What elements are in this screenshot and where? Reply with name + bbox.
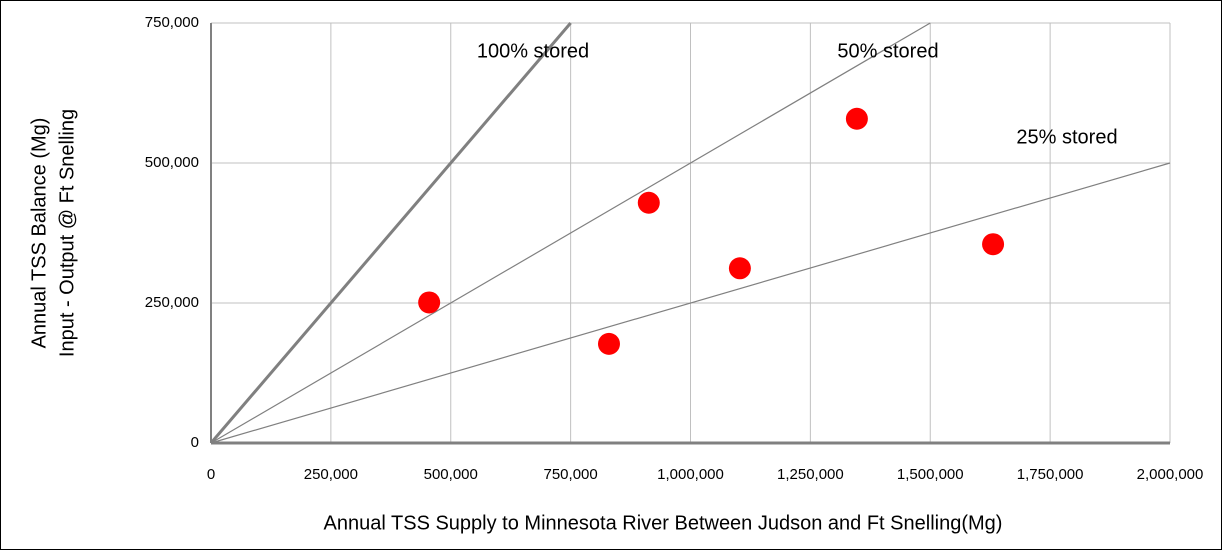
data-point (845, 107, 868, 130)
x-tick-label: 1,750,000 (1017, 466, 1084, 483)
data-point (418, 291, 441, 314)
y-axis-title: Input - Output @ Ft Snelling (56, 109, 78, 357)
y-tick-label: 0 (191, 434, 199, 451)
reference-line (210, 162, 1171, 444)
x-tick-label: 0 (207, 466, 215, 483)
reference-line (209, 22, 572, 444)
y-tick-label: 750,000 (145, 14, 199, 31)
y-tick-label: 500,000 (145, 154, 199, 171)
y-tick-label: 250,000 (145, 294, 199, 311)
x-axis-title: Annual TSS Supply to Minnesota River Bet… (324, 512, 1003, 534)
data-point (637, 191, 660, 214)
y-axis-title: Annual TSS Balance (Mg) (28, 118, 50, 349)
x-tick-label: 500,000 (424, 466, 478, 483)
x-tick-label: 250,000 (304, 466, 358, 483)
reference-line-label: 50% stored (837, 40, 938, 62)
x-tick-label: 2,000,000 (1137, 466, 1204, 483)
data-point (597, 332, 620, 355)
x-tick-label: 1,250,000 (777, 466, 844, 483)
reference-line-label: 25% stored (1016, 126, 1117, 148)
data-point (728, 257, 751, 280)
x-tick-label: 1,500,000 (897, 466, 964, 483)
reference-line (210, 22, 931, 444)
reference-line-label: 100% stored (477, 40, 589, 62)
x-tick-label: 750,000 (544, 466, 598, 483)
x-tick-label: 1,000,000 (657, 466, 724, 483)
data-point (982, 233, 1005, 256)
